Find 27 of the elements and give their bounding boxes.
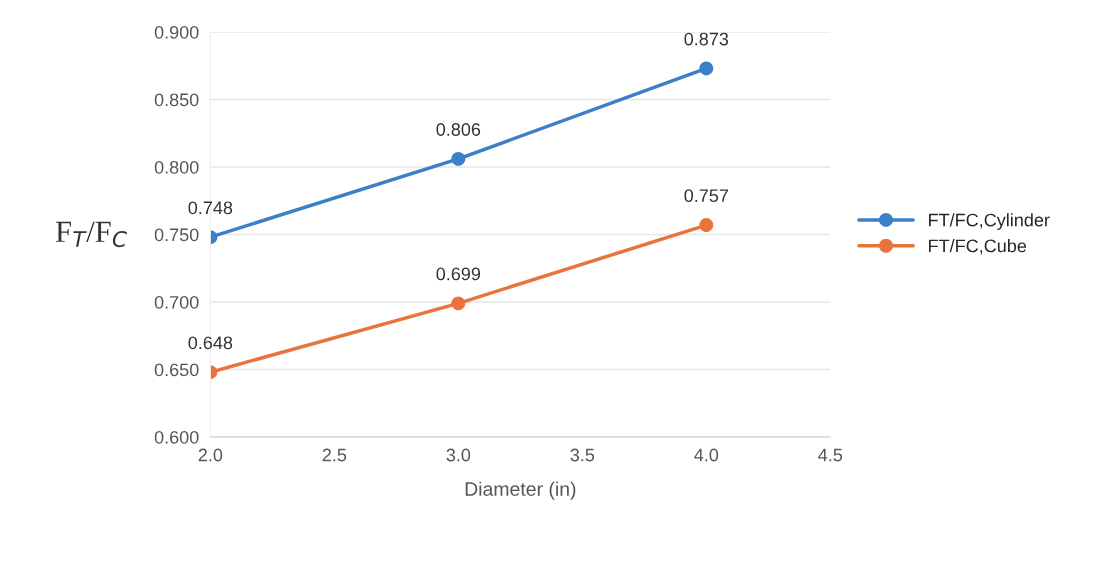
y-tick-label: 0.600 — [154, 430, 199, 444]
data-label: 0.873 — [684, 32, 729, 46]
y-tick-label: 0.700 — [154, 295, 199, 309]
data-label: 0.748 — [188, 201, 233, 215]
legend-label: FT/FC,Cube — [929, 239, 1027, 255]
point — [451, 296, 466, 311]
x-tick-label: 3.5 — [570, 448, 595, 462]
y-tick-label: 0.750 — [154, 228, 199, 242]
x-tick-label: 4.5 — [818, 448, 843, 462]
data-label: 0.699 — [436, 267, 481, 281]
x-tick-label: 4.0 — [694, 448, 719, 462]
legend-label: FT/FC,Cylinder — [929, 213, 1050, 230]
y-tick-label: 0.850 — [154, 93, 199, 107]
y-tick-label: 0.800 — [154, 160, 199, 174]
y-axis-title: F$_{T}$/F$_{C}$ — [55, 221, 127, 248]
data-label: 0.648 — [188, 336, 233, 350]
data-label: 0.757 — [684, 189, 728, 203]
point — [451, 151, 466, 166]
data-label: 0.806 — [436, 123, 481, 136]
point — [699, 218, 714, 232]
y-tick-label: 0.900 — [154, 25, 199, 39]
y-tick-label: 0.650 — [154, 363, 199, 377]
x-axis-title: Diameter (in) — [465, 481, 576, 500]
x-tick-label: 3.0 — [446, 448, 471, 462]
point — [699, 61, 714, 76]
x-tick-label: 2.5 — [322, 448, 347, 462]
x-tick-label: 2.0 — [198, 448, 223, 462]
